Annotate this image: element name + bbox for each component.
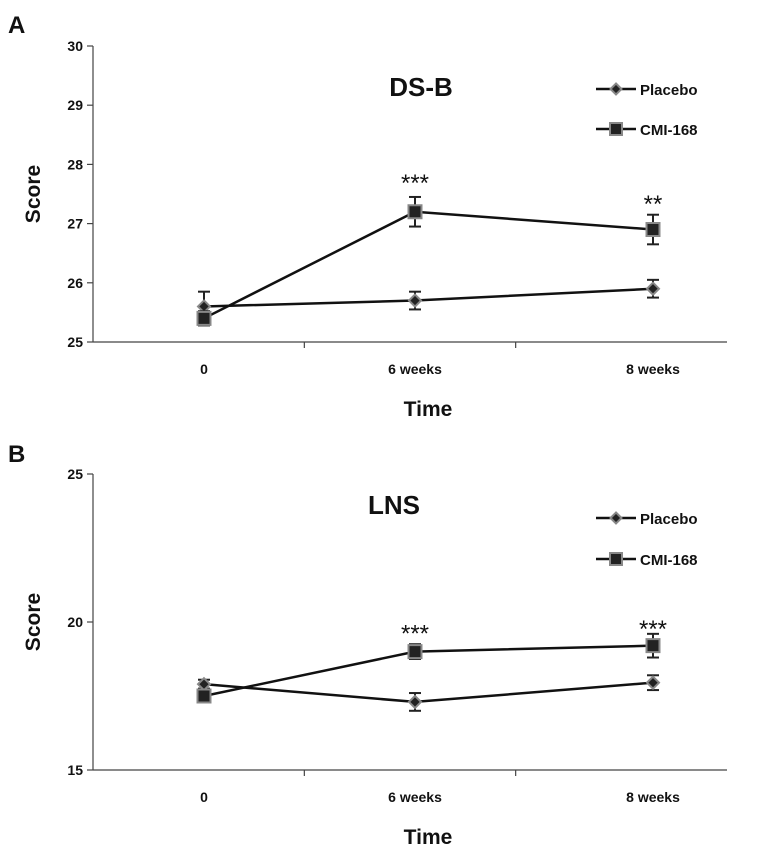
y-tick-label: 15: [67, 762, 83, 778]
x-tick-label: 6 weeks: [388, 361, 442, 377]
legend-label: CMI-168: [640, 122, 698, 139]
series-line-cmi-168: [203, 210, 654, 320]
data-point-placebo: [645, 281, 661, 297]
legend: Placebo CMI-168: [596, 82, 698, 139]
y-tick-label: 26: [67, 275, 83, 291]
data-point-cmi-168: [645, 638, 661, 654]
series-line-placebo: [203, 681, 654, 704]
y-axis-label: Score: [22, 593, 45, 651]
y-tick-label: 25: [67, 334, 83, 350]
x-tick-label: 0: [200, 361, 208, 377]
chart-title: LNS: [368, 490, 420, 520]
x-tick-label: 8 weeks: [626, 789, 680, 805]
significance-label: ***: [639, 616, 667, 643]
legend-label: CMI-168: [640, 552, 698, 569]
legend-marker-cmi-168: [609, 552, 623, 566]
legend-label: Placebo: [640, 82, 698, 99]
significance-label: ***: [401, 170, 429, 197]
data-point-cmi-168: [645, 222, 661, 238]
panel-letter: A: [8, 12, 25, 39]
y-tick-label: 20: [67, 614, 83, 630]
y-tick-label: 27: [67, 216, 83, 232]
data-point-placebo: [407, 694, 423, 710]
panel-letter: B: [8, 441, 25, 468]
data-point-placebo: [645, 675, 661, 691]
y-tick-label: 30: [67, 38, 83, 54]
x-axis-label: Time: [404, 398, 453, 421]
legend: Placebo CMI-168: [596, 511, 698, 569]
chart-title: DS-B: [389, 72, 453, 102]
significance-label: **: [644, 191, 663, 218]
y-tick-label: 28: [67, 156, 83, 172]
x-tick-label: 8 weeks: [626, 361, 680, 377]
legend-marker-placebo: [609, 511, 623, 525]
x-axis-label: Time: [404, 826, 453, 849]
y-axis-label: Score: [22, 165, 45, 223]
significance-label: ***: [401, 620, 429, 647]
data-point-cmi-168: [196, 310, 212, 326]
data-point-cmi-168: [196, 688, 212, 704]
data-point-cmi-168: [407, 644, 423, 660]
legend-marker-placebo: [609, 82, 623, 96]
data-point-cmi-168: [407, 204, 423, 220]
chart-panel-b: B LNS 15 20 25 0 6 weeks 8 weeks Time Score *** ***…: [8, 441, 727, 849]
data-point-placebo: [407, 293, 423, 308]
y-tick-label: 29: [67, 97, 83, 113]
legend-marker-cmi-168: [609, 122, 623, 136]
y-tick-label: 25: [67, 466, 83, 482]
series-line-placebo: [203, 287, 654, 308]
chart-panel-a: A DS-B 25 26 27 28 29 30 0 6 weeks 8 weeks Time Scor…: [8, 12, 727, 421]
x-tick-label: 0: [200, 789, 208, 805]
x-tick-label: 6 weeks: [388, 789, 442, 805]
legend-label: Placebo: [640, 511, 698, 528]
